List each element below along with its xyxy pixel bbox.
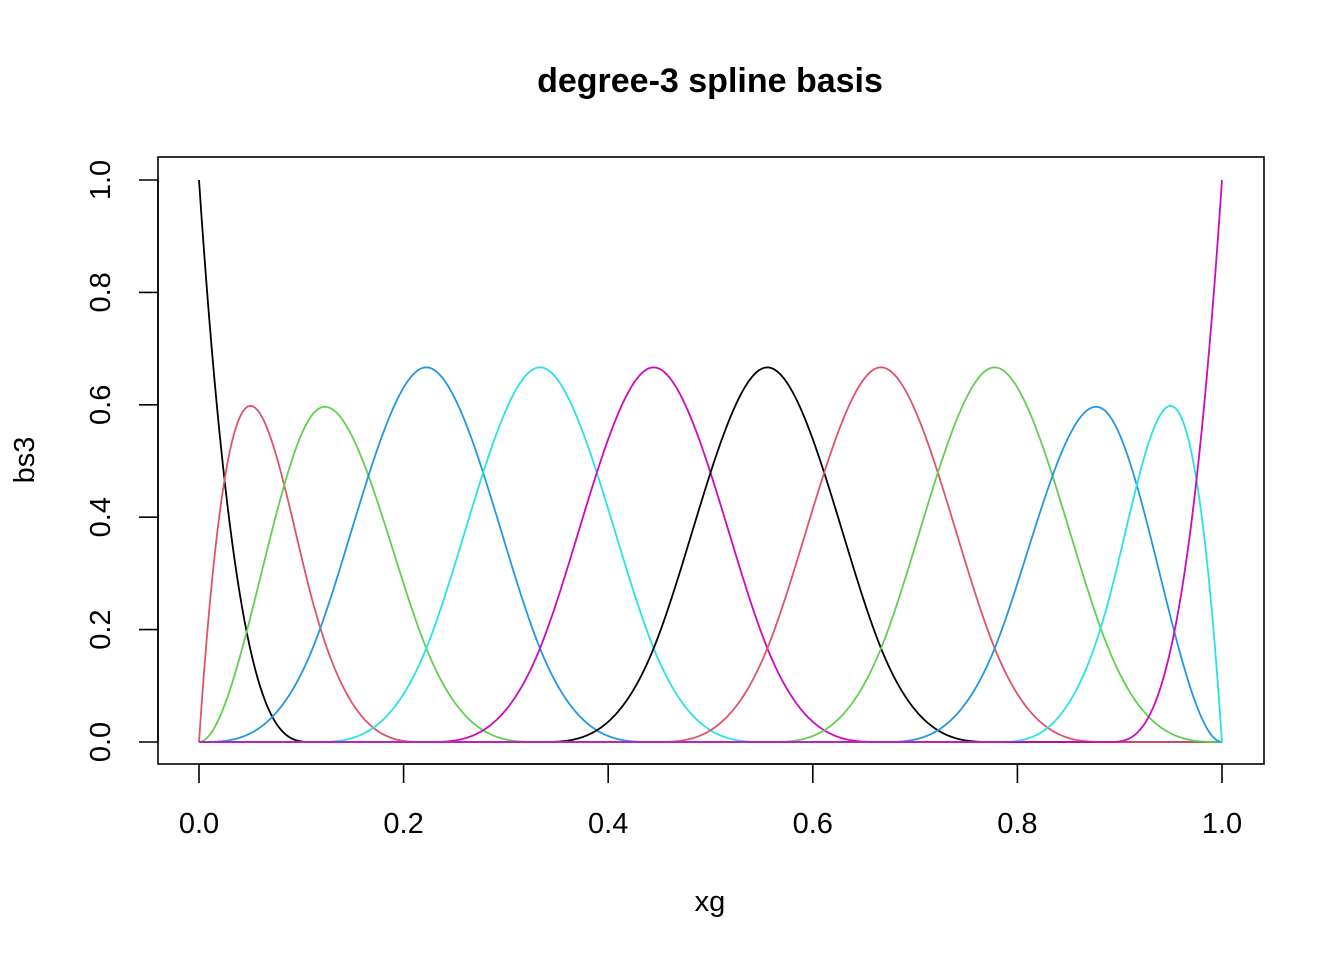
y-axis: 0.0 0.2 0.4 0.6 0.8 1.0 xyxy=(85,160,159,762)
basis-series-line xyxy=(199,366,1222,743)
y-tick-label: 0.8 xyxy=(85,272,117,312)
y-tick-label: 0.0 xyxy=(85,722,117,762)
basis-series-line xyxy=(199,366,1222,743)
basis-series-line xyxy=(199,405,1223,743)
y-tick-label: 1.0 xyxy=(85,160,117,200)
x-axis: 0.0 0.2 0.4 0.6 0.8 1.0 xyxy=(179,763,1242,840)
basis-series-line xyxy=(199,366,1222,743)
y-tick-label: 0.2 xyxy=(85,609,117,649)
basis-series-line xyxy=(198,179,1222,743)
basis-series-line xyxy=(199,366,1222,743)
basis-series-line xyxy=(198,405,1222,743)
x-tick-label: 0.4 xyxy=(588,808,628,840)
y-tick-label: 0.6 xyxy=(85,385,117,425)
x-tick-label: 0.2 xyxy=(383,808,423,840)
plot-frame xyxy=(157,156,1265,765)
series-group xyxy=(198,179,1223,743)
basis-series-line xyxy=(199,179,1223,743)
basis-series-line xyxy=(198,404,1222,743)
y-axis-label: bs3 xyxy=(9,437,41,484)
chart-title: degree-3 spline basis xyxy=(537,62,883,100)
x-tick-label: 0.0 xyxy=(179,808,219,840)
x-tick-label: 0.8 xyxy=(997,808,1037,840)
basis-series-line xyxy=(199,366,1222,743)
y-tick-label: 0.4 xyxy=(85,497,117,537)
basis-series-line xyxy=(199,404,1223,743)
basis-series-line xyxy=(199,366,1222,743)
x-tick-label: 0.6 xyxy=(793,808,833,840)
x-tick-label: 1.0 xyxy=(1202,808,1242,840)
x-axis-label: xg xyxy=(695,886,726,918)
